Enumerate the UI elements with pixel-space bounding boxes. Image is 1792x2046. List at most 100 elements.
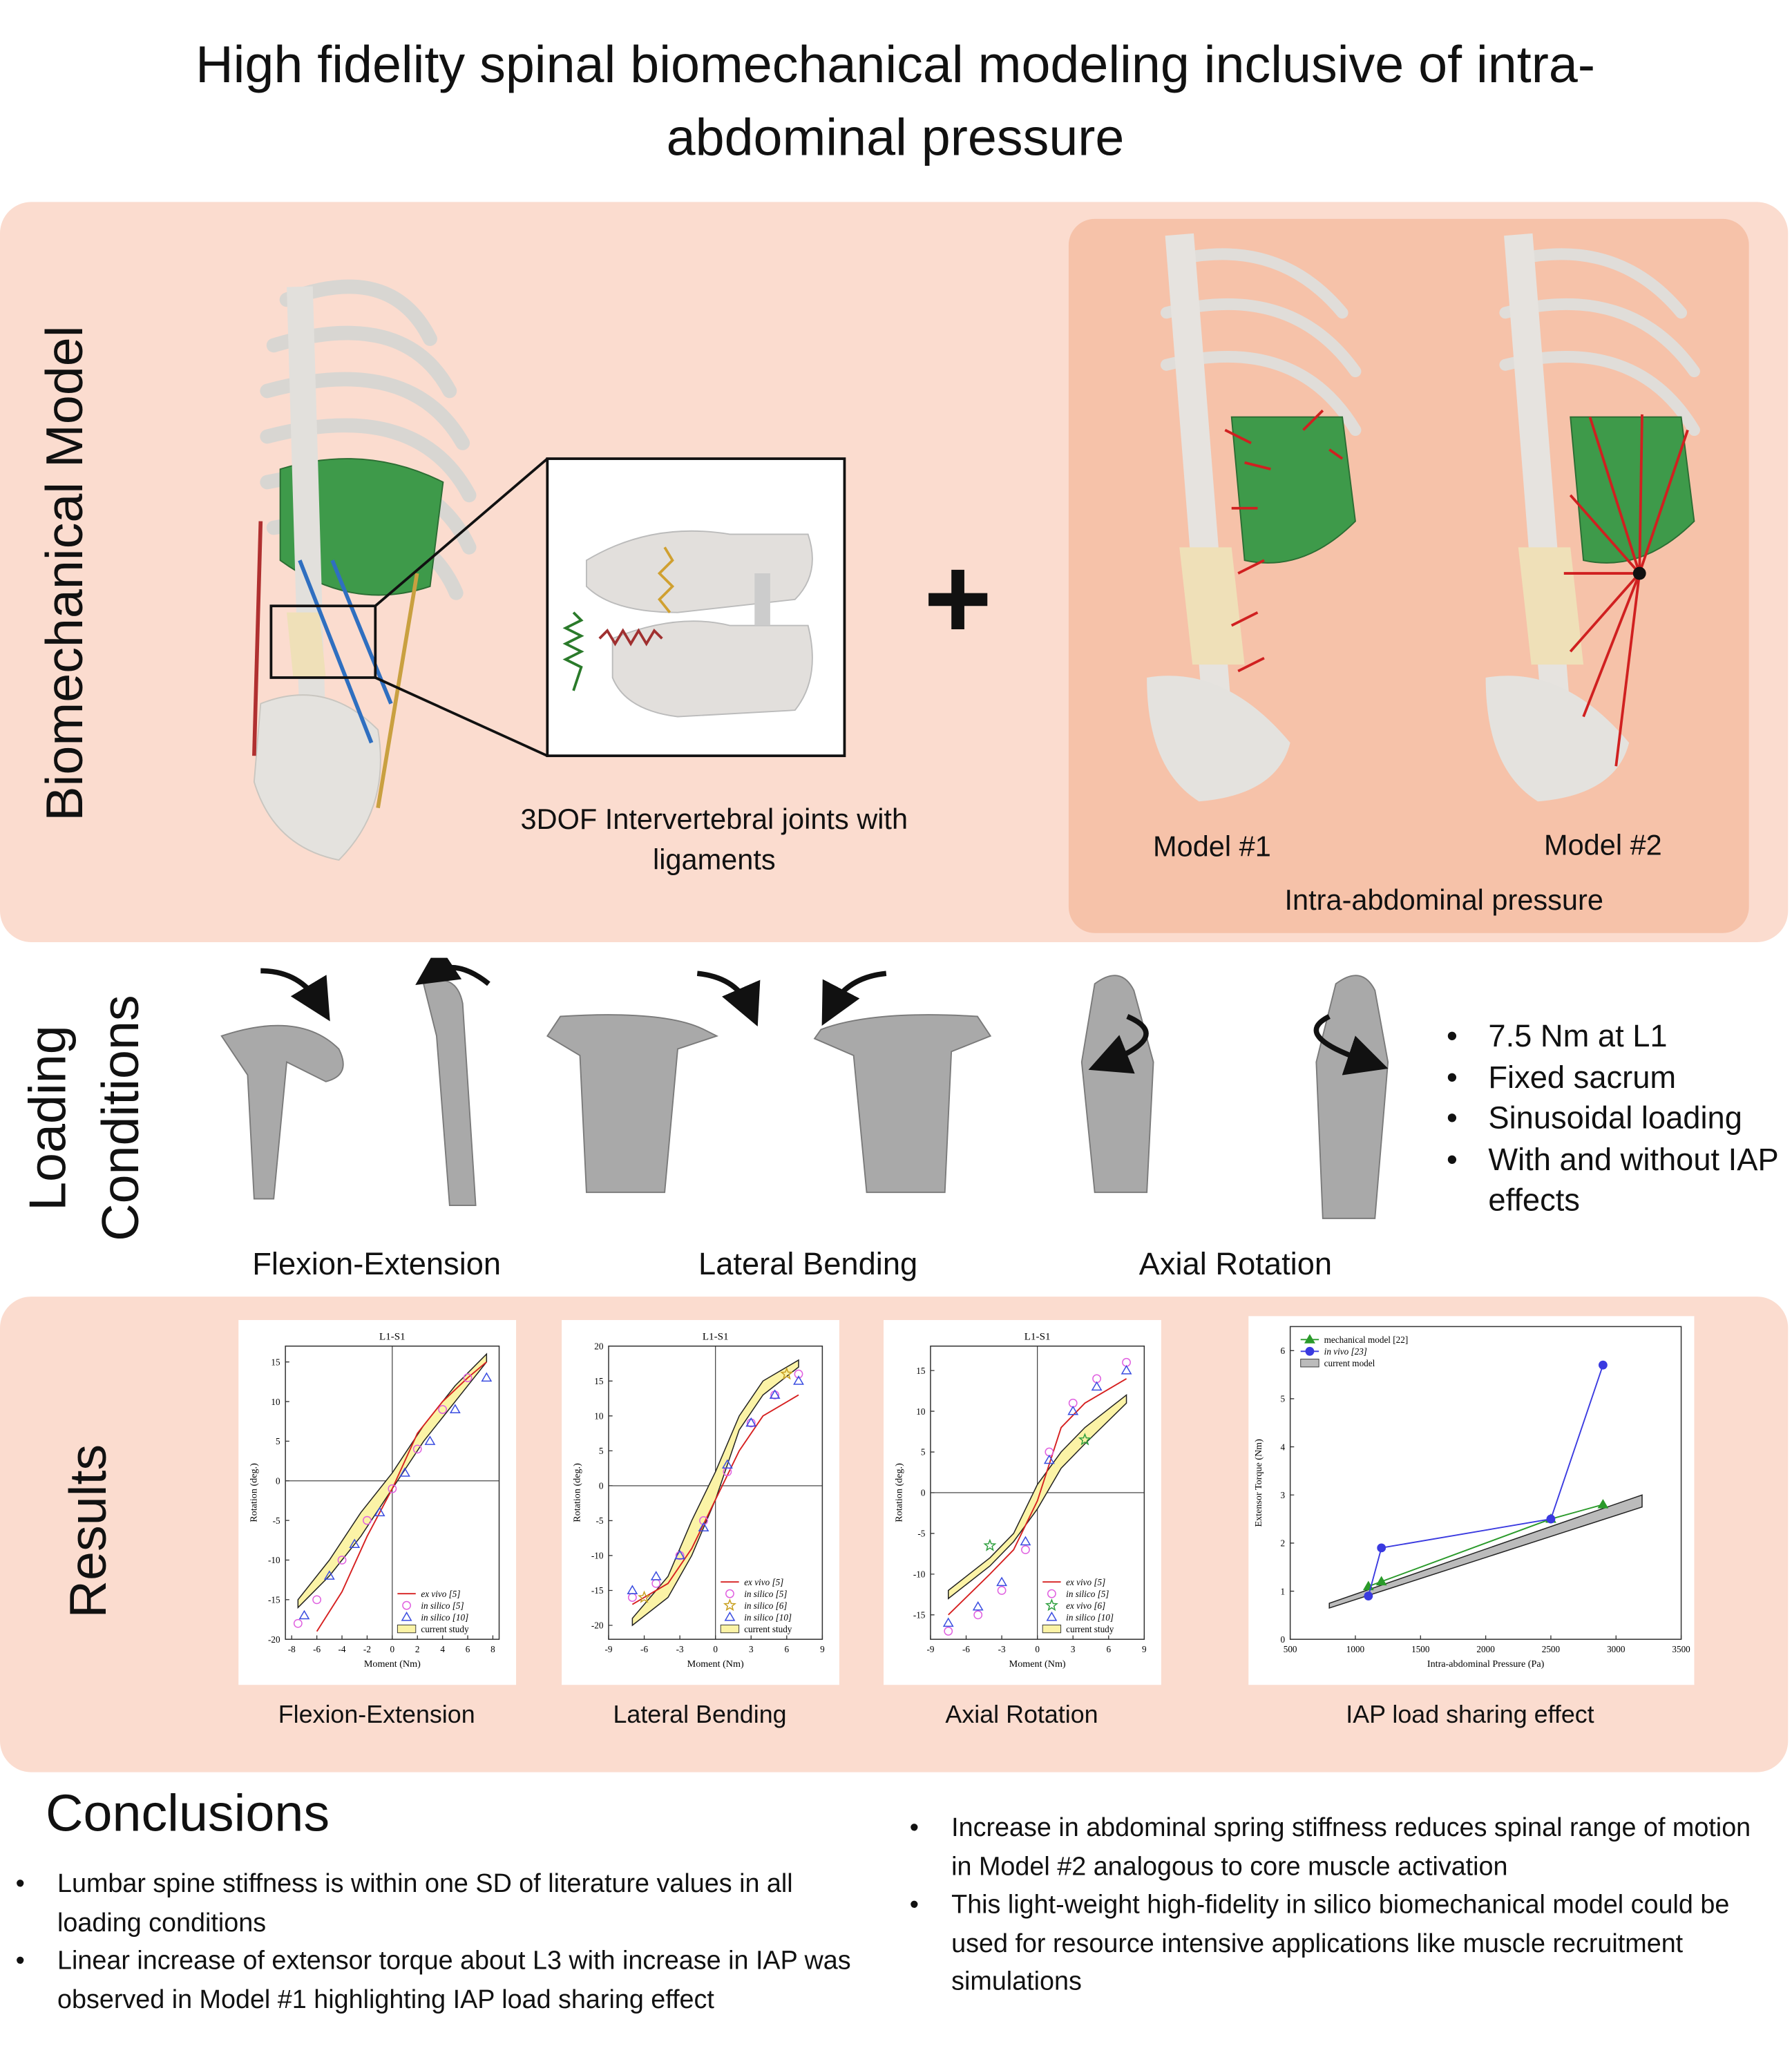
legend-swatch [1042,1624,1062,1634]
point [293,1618,303,1628]
y-tick-label: -20 [268,1634,280,1645]
point [650,1571,662,1580]
point [651,1578,661,1588]
x-tick-label: -3 [676,1644,684,1654]
muscle [376,573,419,809]
x-tick-label: -4 [339,1644,346,1654]
legend-label: ex vivo [5] [1066,1577,1105,1587]
y-tick-label: 10 [594,1411,604,1422]
chart-title: L1-S1 [1024,1331,1051,1342]
point [745,1417,757,1427]
point [1121,1365,1132,1375]
legend-swatch [725,1589,734,1598]
spring [598,628,663,647]
point [997,1586,1007,1595]
point [424,1435,436,1445]
point [481,1372,493,1382]
plot-frame [1289,1326,1682,1640]
legend-swatch [401,1612,412,1621]
point [1020,1536,1031,1546]
point [973,1610,983,1620]
conclusions-heading: Conclusions [46,1785,330,1843]
x-tick-label: 2000 [1476,1644,1495,1654]
x-tick-label: 500 [1284,1644,1297,1654]
y-tick-label: 20 [594,1341,604,1351]
legend-label: in silico [5] [421,1600,464,1611]
zoom-line [374,676,549,757]
x-tick-label: 3500 [1672,1644,1690,1654]
y-axis-label: Rotation (deg.) [571,1463,582,1522]
legend-swatch [402,1600,412,1610]
point [1078,1433,1092,1446]
y-tick-label: 5 [599,1446,604,1456]
y-tick-label: -15 [268,1595,280,1605]
x-tick-label: 0 [390,1644,395,1654]
legend-label: in silico [10] [1066,1612,1114,1623]
y-tick-label: 6 [1280,1346,1285,1356]
point [412,1444,422,1454]
legend-label: current study [744,1624,792,1634]
x-tick-label: -3 [998,1644,1006,1654]
loading-caption: Axial Rotation [1138,1247,1333,1283]
y-axis-label: Rotation (deg.) [893,1463,904,1522]
point [1546,1514,1556,1524]
y-tick-label: -20 [591,1620,604,1631]
x-tick-label: -2 [363,1644,371,1654]
point [1377,1543,1386,1553]
point [972,1600,984,1611]
point [627,1585,638,1594]
band [1328,1494,1643,1609]
y-tick-label: 1 [1280,1586,1285,1596]
y-tick-label: -15 [913,1610,926,1620]
point [298,1609,310,1620]
point [363,1516,372,1525]
figure [220,975,1389,1219]
result-caption: Axial Rotation [945,1701,1098,1730]
x-tick-label: -6 [962,1644,970,1654]
model-2-skeleton [1485,233,1700,802]
muscle [298,560,374,744]
x-tick-label: -9 [604,1644,612,1654]
point [944,1627,953,1636]
legend-label: in silico [6] [744,1600,787,1611]
series-line [316,1361,487,1632]
x-tick-label: 8 [490,1644,495,1654]
legend-label: ex vivo [5] [744,1577,783,1587]
y-tick-label: -10 [268,1555,280,1565]
point [699,1516,708,1525]
point [438,1405,448,1414]
result-caption: Flexion-Extension [278,1701,475,1730]
band [947,1393,1127,1600]
chart-title: L1-S1 [703,1331,729,1342]
loading-bullets: 7.5 Nm at L1Fixed sacrumSinusoidal loadi… [1447,1016,1785,1221]
series-line [1368,1504,1603,1587]
legend-label: in silico [5] [1066,1589,1109,1599]
legend-label: ex vivo [5] [421,1589,460,1599]
muscle [252,521,263,756]
chart: 500 1000 1500 2000 2500 3000 3500 0 1 2 3 4 5 6 Intra-… [1248,1316,1695,1685]
y-axis-label: Extensor Torque (Nm) [1253,1439,1264,1527]
point [337,1556,347,1565]
y-tick-label: 15 [916,1366,926,1376]
point [1597,1499,1609,1509]
y-tick-label: -10 [591,1551,604,1561]
y-tick-label: 0 [599,1481,604,1491]
point [1091,1381,1103,1391]
legend-label: current study [421,1624,469,1634]
legend-label: in silico [10] [744,1612,792,1623]
x-tick-label: 0 [1035,1644,1040,1654]
x-axis-label: Moment (Nm) [1009,1658,1066,1670]
x-tick-label: 1000 [1346,1644,1365,1654]
y-tick-label: 4 [1280,1442,1285,1452]
point [1364,1591,1373,1600]
title: High fidelity spinal biomechanical model… [196,36,1595,167]
legend-swatch [1045,1598,1058,1612]
point [1043,1454,1055,1464]
section-label: Results [59,1444,117,1618]
y-tick-label: -5 [595,1516,603,1526]
x-tick-label: -8 [288,1644,296,1654]
series-line [1367,1364,1604,1596]
legend-label: in silico [10] [421,1612,468,1623]
anatomy-drawings [252,233,1700,861]
